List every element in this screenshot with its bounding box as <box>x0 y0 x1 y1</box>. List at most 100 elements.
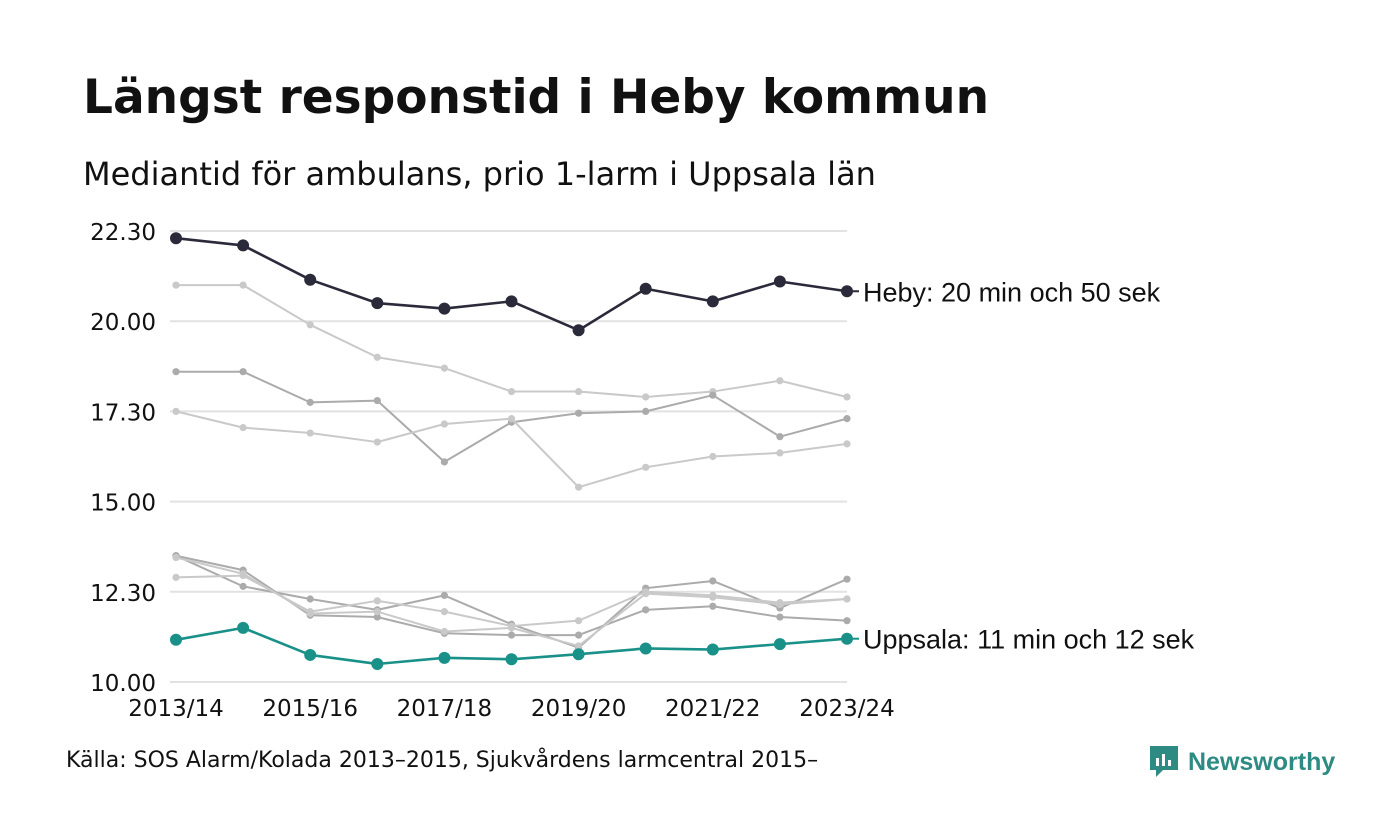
series-1-point <box>239 281 247 289</box>
x-tick-label: 2019/20 <box>531 696 627 722</box>
series-5-point <box>440 591 448 600</box>
y-tick-label: 17.30 <box>90 400 156 426</box>
series-7-point <box>373 608 381 616</box>
series-3-point <box>642 463 650 471</box>
series-2-point <box>843 415 851 423</box>
series-5-point <box>843 575 851 583</box>
series-uppsala-point <box>706 643 719 656</box>
series-6-point <box>373 597 381 605</box>
series-7-point <box>575 642 583 650</box>
series-heby-point <box>304 273 317 286</box>
series-2-point <box>440 458 448 466</box>
series-3-point <box>507 415 516 423</box>
series-uppsala-label: Uppsala: 11 min och 12 sek <box>863 625 1195 655</box>
series-uppsala-point <box>773 638 786 651</box>
series-3-point <box>440 420 448 428</box>
series-7-point <box>239 570 247 578</box>
series-4-point <box>642 606 650 614</box>
series-2-point <box>306 398 314 406</box>
series-7-point <box>507 624 516 632</box>
series-1-point <box>642 393 650 401</box>
series-heby-point <box>371 297 384 310</box>
series-4-point <box>575 631 583 639</box>
series-3-point <box>239 424 247 432</box>
series-3-point <box>373 438 381 446</box>
series-1-point <box>575 387 583 396</box>
series-4-point <box>843 617 851 625</box>
series-4-point <box>507 631 516 639</box>
newsworthy-logo-text: Newsworthy <box>1188 747 1336 776</box>
series-3-point <box>575 483 583 491</box>
series-7-point <box>440 627 448 636</box>
newsworthy-logo: Newsworthy <box>1148 744 1335 780</box>
series-uppsala-point <box>639 642 652 655</box>
series-7-point <box>306 609 314 618</box>
series-heby-point <box>170 232 182 245</box>
series-1-point <box>172 281 180 289</box>
series-2-point <box>575 409 583 417</box>
series-uppsala-point <box>438 651 451 664</box>
line-chart: 10.00 12.30 15.00 17.30 20.00 22.30 2013/14 201… <box>90 220 1195 722</box>
series-2-point <box>776 433 784 441</box>
series-6-point <box>172 573 180 581</box>
series-2-point <box>172 368 180 376</box>
series-heby-point <box>639 282 652 295</box>
series-uppsala-point <box>505 653 518 666</box>
series-uppsala-point <box>170 633 182 646</box>
series-7-point <box>843 595 851 603</box>
series-7-point <box>776 600 784 609</box>
x-tick-label: 2021/22 <box>665 696 761 722</box>
series-uppsala-point <box>237 621 250 634</box>
series-3-point <box>306 429 314 437</box>
newsworthy-logo-icon <box>1150 746 1178 777</box>
series-4-point <box>709 602 717 610</box>
series-1-point <box>306 321 314 329</box>
series-6-point <box>440 608 448 616</box>
series-heby-point <box>505 295 518 308</box>
series-1-point <box>843 393 851 401</box>
series-2-point <box>239 368 247 376</box>
x-tick-label: 2013/14 <box>128 696 224 722</box>
chart-subtitle: Mediantid för ambulans, prio 1-larm i Up… <box>83 155 876 193</box>
series-heby-point <box>438 302 451 315</box>
series-heby-point <box>773 275 786 288</box>
series-4-point <box>776 613 784 621</box>
x-tick-label: 2023/24 <box>799 696 895 722</box>
series-uppsala-point <box>572 648 585 661</box>
series-3-point <box>776 449 784 457</box>
series-1-point <box>373 353 381 361</box>
series-5-point <box>709 577 717 585</box>
chart-title: Längst responstid i Heby kommun <box>83 70 990 125</box>
series-2-point <box>709 391 717 399</box>
series-4-point <box>373 613 381 621</box>
series-heby-label: Heby: 20 min och 50 sek <box>863 277 1161 307</box>
series-5-point <box>239 582 247 590</box>
series-3-point <box>172 407 180 415</box>
series-heby-point <box>572 324 585 337</box>
series-2-point <box>642 407 650 415</box>
series-1-point <box>776 377 784 385</box>
source-note: Källa: SOS Alarm/Kolada 2013–2015, Sjukv… <box>66 748 819 773</box>
x-tick-label: 2017/18 <box>397 696 493 722</box>
series-1-point <box>507 387 516 396</box>
series-3-point <box>843 440 851 448</box>
series-7-point <box>642 590 650 598</box>
x-tick-label: 2015/16 <box>262 696 358 722</box>
y-tick-label: 20.00 <box>90 310 156 336</box>
series-heby-point <box>237 239 250 252</box>
series-7-point <box>709 593 717 601</box>
y-tick-label: 22.30 <box>90 220 156 246</box>
series-uppsala-point <box>371 657 384 670</box>
series-6-point <box>575 617 583 625</box>
y-tick-label: 15.00 <box>90 491 156 517</box>
series-5-point <box>306 595 314 603</box>
series-1-point <box>440 364 448 372</box>
y-tick-label: 10.00 <box>90 671 156 697</box>
series-2-point <box>373 396 381 405</box>
series-7-point <box>172 553 180 562</box>
series-heby-point <box>706 295 719 308</box>
series-heby-line <box>175 236 848 332</box>
series-uppsala-point <box>304 648 317 661</box>
series-3-point <box>709 452 717 461</box>
y-tick-label: 12.30 <box>90 581 156 607</box>
